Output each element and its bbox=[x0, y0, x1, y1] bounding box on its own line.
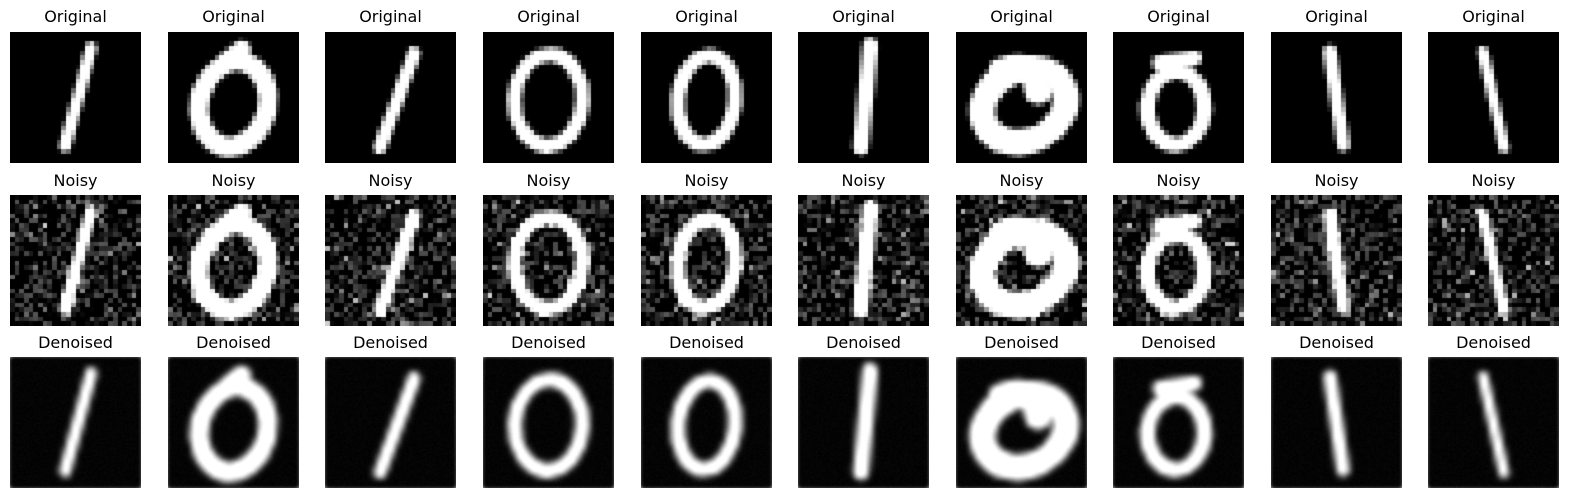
original-title: Original bbox=[1305, 7, 1368, 26]
noisy-title: Noisy bbox=[841, 171, 886, 190]
denoised-digit-image bbox=[956, 357, 1087, 488]
original-title: Original bbox=[990, 7, 1053, 26]
original-digit-image bbox=[956, 32, 1087, 163]
noisy-digit-image bbox=[483, 195, 614, 326]
denoised-digit-image bbox=[798, 357, 929, 488]
original-digit-image bbox=[10, 32, 141, 163]
noisy-digit-image bbox=[956, 195, 1087, 326]
denoised-digit-image bbox=[1113, 357, 1244, 488]
original-title: Original bbox=[675, 7, 738, 26]
noisy-digit-image bbox=[10, 195, 141, 326]
noisy-digit-image bbox=[798, 195, 929, 326]
denoised-digit-image bbox=[1428, 357, 1559, 488]
noisy-digit-image bbox=[1428, 195, 1559, 326]
original-title: Original bbox=[517, 7, 580, 26]
noisy-title: Noisy bbox=[53, 171, 98, 190]
denoised-title: Denoised bbox=[511, 333, 586, 352]
noisy-title: Noisy bbox=[1314, 171, 1359, 190]
original-digit-image bbox=[1271, 32, 1402, 163]
original-title: Original bbox=[832, 7, 895, 26]
noisy-title: Noisy bbox=[1156, 171, 1201, 190]
noisy-title: Noisy bbox=[999, 171, 1044, 190]
noisy-title: Noisy bbox=[1471, 171, 1516, 190]
original-digit-image bbox=[483, 32, 614, 163]
original-digit-image bbox=[798, 32, 929, 163]
noisy-digit-image bbox=[1271, 195, 1402, 326]
denoised-title: Denoised bbox=[984, 333, 1059, 352]
denoised-title: Denoised bbox=[1456, 333, 1531, 352]
denoised-title: Denoised bbox=[826, 333, 901, 352]
denoised-digit-image bbox=[1271, 357, 1402, 488]
noisy-digit-image bbox=[641, 195, 772, 326]
denoised-digit-image bbox=[10, 357, 141, 488]
original-digit-image bbox=[641, 32, 772, 163]
denoised-title: Denoised bbox=[1299, 333, 1374, 352]
noisy-title: Noisy bbox=[368, 171, 413, 190]
original-title: Original bbox=[1147, 7, 1210, 26]
original-digit-image bbox=[1428, 32, 1559, 163]
denoised-title: Denoised bbox=[353, 333, 428, 352]
noisy-digit-image bbox=[1113, 195, 1244, 326]
denoised-digit-image bbox=[641, 357, 772, 488]
denoised-title: Denoised bbox=[38, 333, 113, 352]
noisy-title: Noisy bbox=[211, 171, 256, 190]
denoised-title: Denoised bbox=[1141, 333, 1216, 352]
original-digit-image bbox=[168, 32, 299, 163]
noisy-title: Noisy bbox=[684, 171, 729, 190]
original-title: Original bbox=[44, 7, 107, 26]
noisy-title: Noisy bbox=[526, 171, 571, 190]
original-title: Original bbox=[202, 7, 265, 26]
original-digit-image bbox=[1113, 32, 1244, 163]
denoised-title: Denoised bbox=[669, 333, 744, 352]
noisy-digit-image bbox=[168, 195, 299, 326]
noisy-digit-image bbox=[325, 195, 456, 326]
original-digit-image bbox=[325, 32, 456, 163]
denoised-title: Denoised bbox=[196, 333, 271, 352]
denoised-digit-image bbox=[168, 357, 299, 488]
original-title: Original bbox=[1462, 7, 1525, 26]
denoised-digit-image bbox=[483, 357, 614, 488]
denoised-digit-image bbox=[325, 357, 456, 488]
original-title: Original bbox=[359, 7, 422, 26]
